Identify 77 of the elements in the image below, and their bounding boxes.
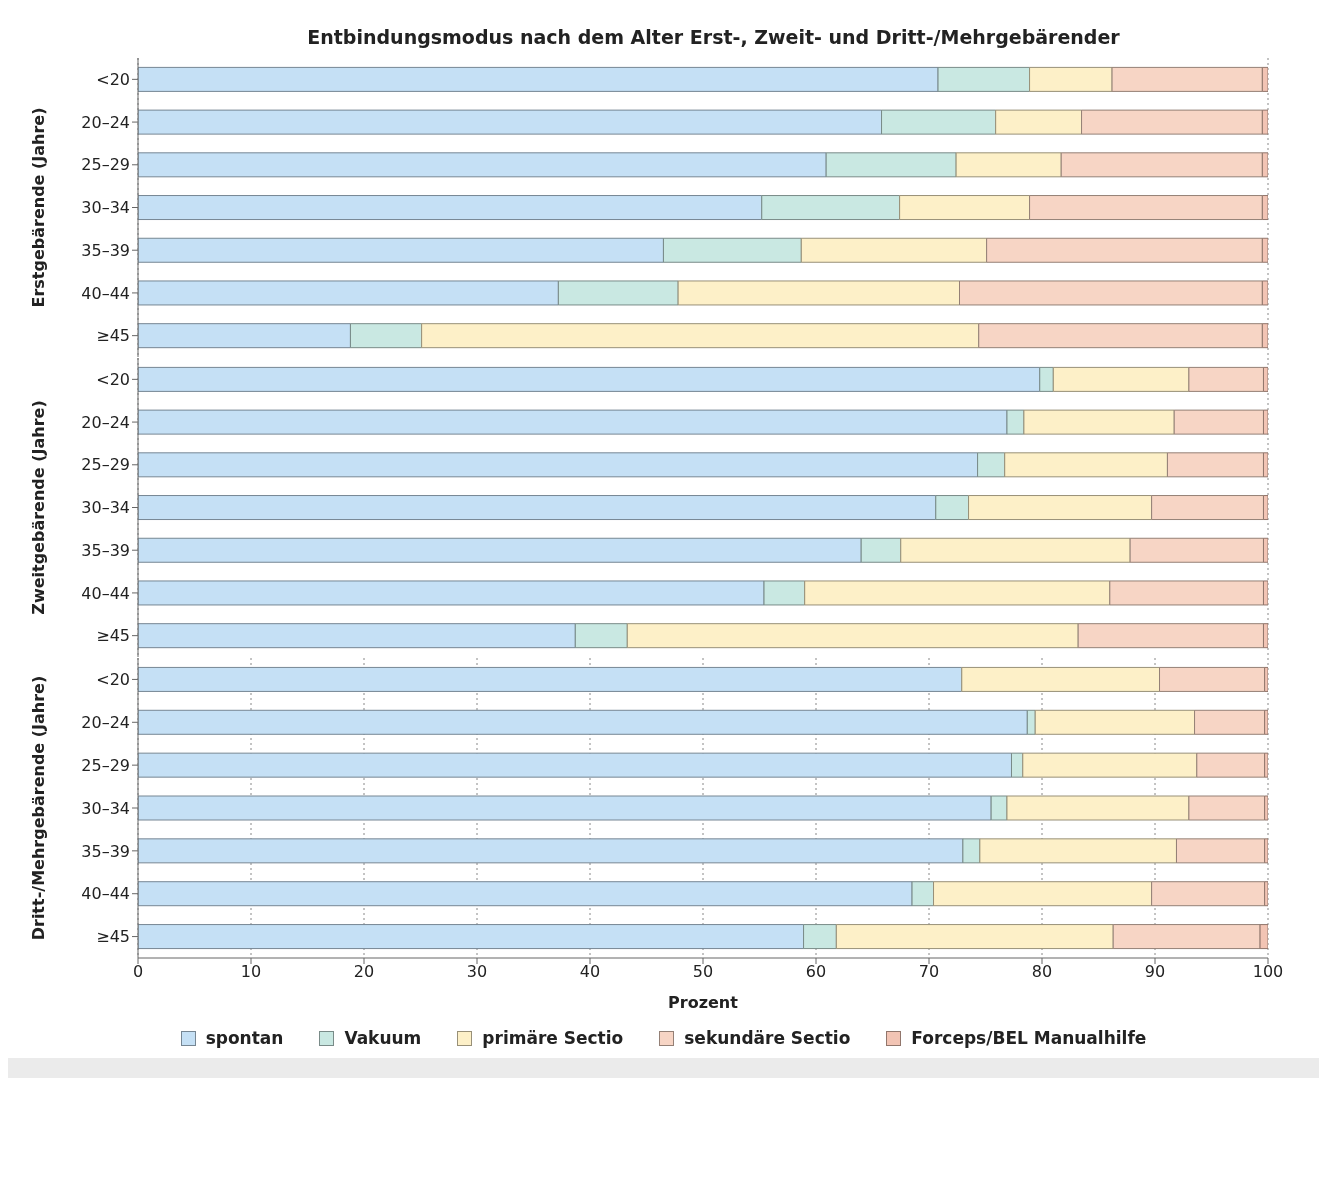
legend-label: sekundäre Sectio xyxy=(684,1028,851,1048)
y-tick-label: 40–44 xyxy=(81,884,130,904)
x-tick-label: 100 xyxy=(1252,962,1284,982)
bar xyxy=(1004,452,1168,478)
y-tick-label: 25–29 xyxy=(81,455,130,475)
legend-label: Forceps/BEL Manualhilfe xyxy=(911,1028,1147,1048)
bar xyxy=(1022,752,1198,778)
bar xyxy=(835,924,1114,950)
x-axis-title: Prozent xyxy=(668,993,739,1012)
y-tick-label: ≥45 xyxy=(96,927,130,947)
x-tick-label: 80 xyxy=(1031,962,1053,982)
legend-label: spontan xyxy=(205,1028,284,1048)
bar xyxy=(1029,66,1113,92)
y-tick-label: 40–44 xyxy=(81,283,130,303)
bar xyxy=(968,495,1153,521)
bar xyxy=(1194,709,1266,735)
bar xyxy=(1188,795,1266,821)
bar xyxy=(1034,709,1196,735)
x-tick-label: 70 xyxy=(918,962,940,982)
bar xyxy=(1173,409,1264,435)
bar xyxy=(1077,623,1264,649)
y-tick-label: 40–44 xyxy=(81,583,130,603)
y-axis-title: Zweitgebärende (Jahre) xyxy=(28,400,48,615)
chart-title: Entbindungsmodus nach dem Alter Erst-, Zweit- und Dritt-/Mehrgebärender xyxy=(306,25,1121,50)
bar xyxy=(899,195,1031,221)
bar xyxy=(1159,666,1266,692)
bar xyxy=(1151,495,1264,521)
bar xyxy=(1052,366,1190,392)
bar xyxy=(1175,838,1266,864)
bar xyxy=(1109,580,1264,606)
x-tick-label: 90 xyxy=(1144,962,1166,982)
bar xyxy=(677,280,961,306)
y-axis-title: Dritt-/Mehrgebärende (Jahre) xyxy=(28,675,48,941)
bar xyxy=(804,580,1111,606)
bar xyxy=(421,323,980,349)
bar xyxy=(1166,452,1264,478)
legend-label: Vakuum xyxy=(344,1028,422,1048)
y-tick-label: 25–29 xyxy=(81,755,130,775)
bar xyxy=(1188,366,1264,392)
legend-label: primäre Sectio xyxy=(482,1028,624,1048)
x-tick-label: 60 xyxy=(805,962,827,982)
y-tick-label: 30–34 xyxy=(81,798,130,818)
bar xyxy=(979,838,1177,864)
bar xyxy=(955,152,1062,178)
y-tick-label: 20–24 xyxy=(81,412,130,432)
y-tick-label: 25–29 xyxy=(81,155,130,175)
bar xyxy=(1129,537,1264,563)
x-tick-label: 0 xyxy=(132,962,144,982)
bar xyxy=(1006,795,1190,821)
y-tick-label: <20 xyxy=(96,670,130,690)
bar xyxy=(626,623,1079,649)
x-tick-label: 40 xyxy=(579,962,601,982)
y-tick-label: 30–34 xyxy=(81,498,130,518)
y-tick-label: ≥45 xyxy=(96,626,130,646)
bar xyxy=(1023,409,1175,435)
x-tick-label: 10 xyxy=(240,962,262,982)
y-tick-label: 35–39 xyxy=(81,540,130,560)
y-tick-label: 20–24 xyxy=(81,712,130,732)
x-tick-label: 30 xyxy=(466,962,488,982)
y-tick-label: ≥45 xyxy=(96,326,130,346)
y-tick-label: <20 xyxy=(96,70,130,90)
bar xyxy=(961,666,1161,692)
y-tick-label: 30–34 xyxy=(81,198,130,218)
x-tick-label: 20 xyxy=(353,962,375,982)
y-tick-label: <20 xyxy=(96,370,130,390)
y-tick-label: 20–24 xyxy=(81,112,130,132)
y-tick-label: 35–39 xyxy=(81,841,130,861)
bar xyxy=(900,537,1131,563)
bar xyxy=(1196,752,1266,778)
y-axis-title: Erstgebärende (Jahre) xyxy=(28,107,48,308)
bar xyxy=(800,237,988,263)
y-tick-label: 35–39 xyxy=(81,240,130,260)
bar xyxy=(995,109,1083,135)
x-tick-label: 50 xyxy=(692,962,714,982)
bar xyxy=(933,881,1153,907)
bar xyxy=(1151,881,1266,907)
bar xyxy=(138,666,963,692)
